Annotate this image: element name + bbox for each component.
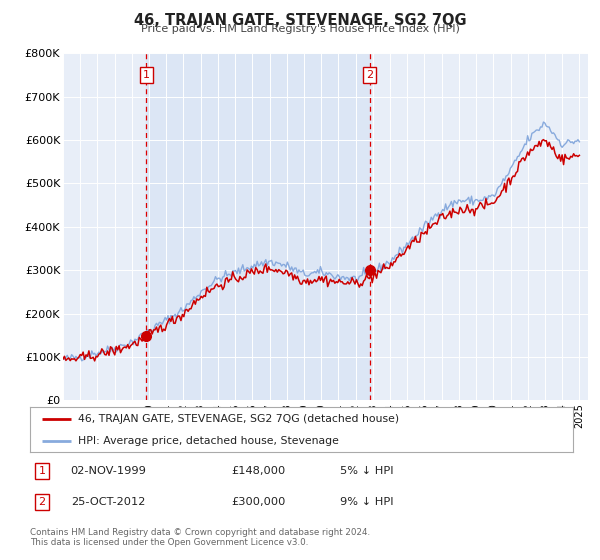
Text: 02-NOV-1999: 02-NOV-1999: [71, 466, 146, 476]
Text: 5% ↓ HPI: 5% ↓ HPI: [340, 466, 393, 476]
Text: This data is licensed under the Open Government Licence v3.0.: This data is licensed under the Open Gov…: [30, 538, 308, 547]
Text: 1: 1: [143, 70, 150, 80]
Text: 25-OCT-2012: 25-OCT-2012: [71, 497, 145, 507]
Text: Contains HM Land Registry data © Crown copyright and database right 2024.: Contains HM Land Registry data © Crown c…: [30, 528, 370, 536]
Text: Price paid vs. HM Land Registry's House Price Index (HPI): Price paid vs. HM Land Registry's House …: [140, 24, 460, 34]
Text: HPI: Average price, detached house, Stevenage: HPI: Average price, detached house, Stev…: [78, 436, 338, 446]
Text: 2: 2: [38, 497, 46, 507]
Text: £148,000: £148,000: [231, 466, 285, 476]
Text: £300,000: £300,000: [231, 497, 285, 507]
Text: 1: 1: [38, 466, 46, 476]
Bar: [146, 53, 370, 400]
Text: 9% ↓ HPI: 9% ↓ HPI: [340, 497, 393, 507]
Text: 46, TRAJAN GATE, STEVENAGE, SG2 7QG: 46, TRAJAN GATE, STEVENAGE, SG2 7QG: [134, 13, 466, 28]
Text: 46, TRAJAN GATE, STEVENAGE, SG2 7QG (detached house): 46, TRAJAN GATE, STEVENAGE, SG2 7QG (det…: [78, 414, 399, 424]
Text: 2: 2: [366, 70, 373, 80]
